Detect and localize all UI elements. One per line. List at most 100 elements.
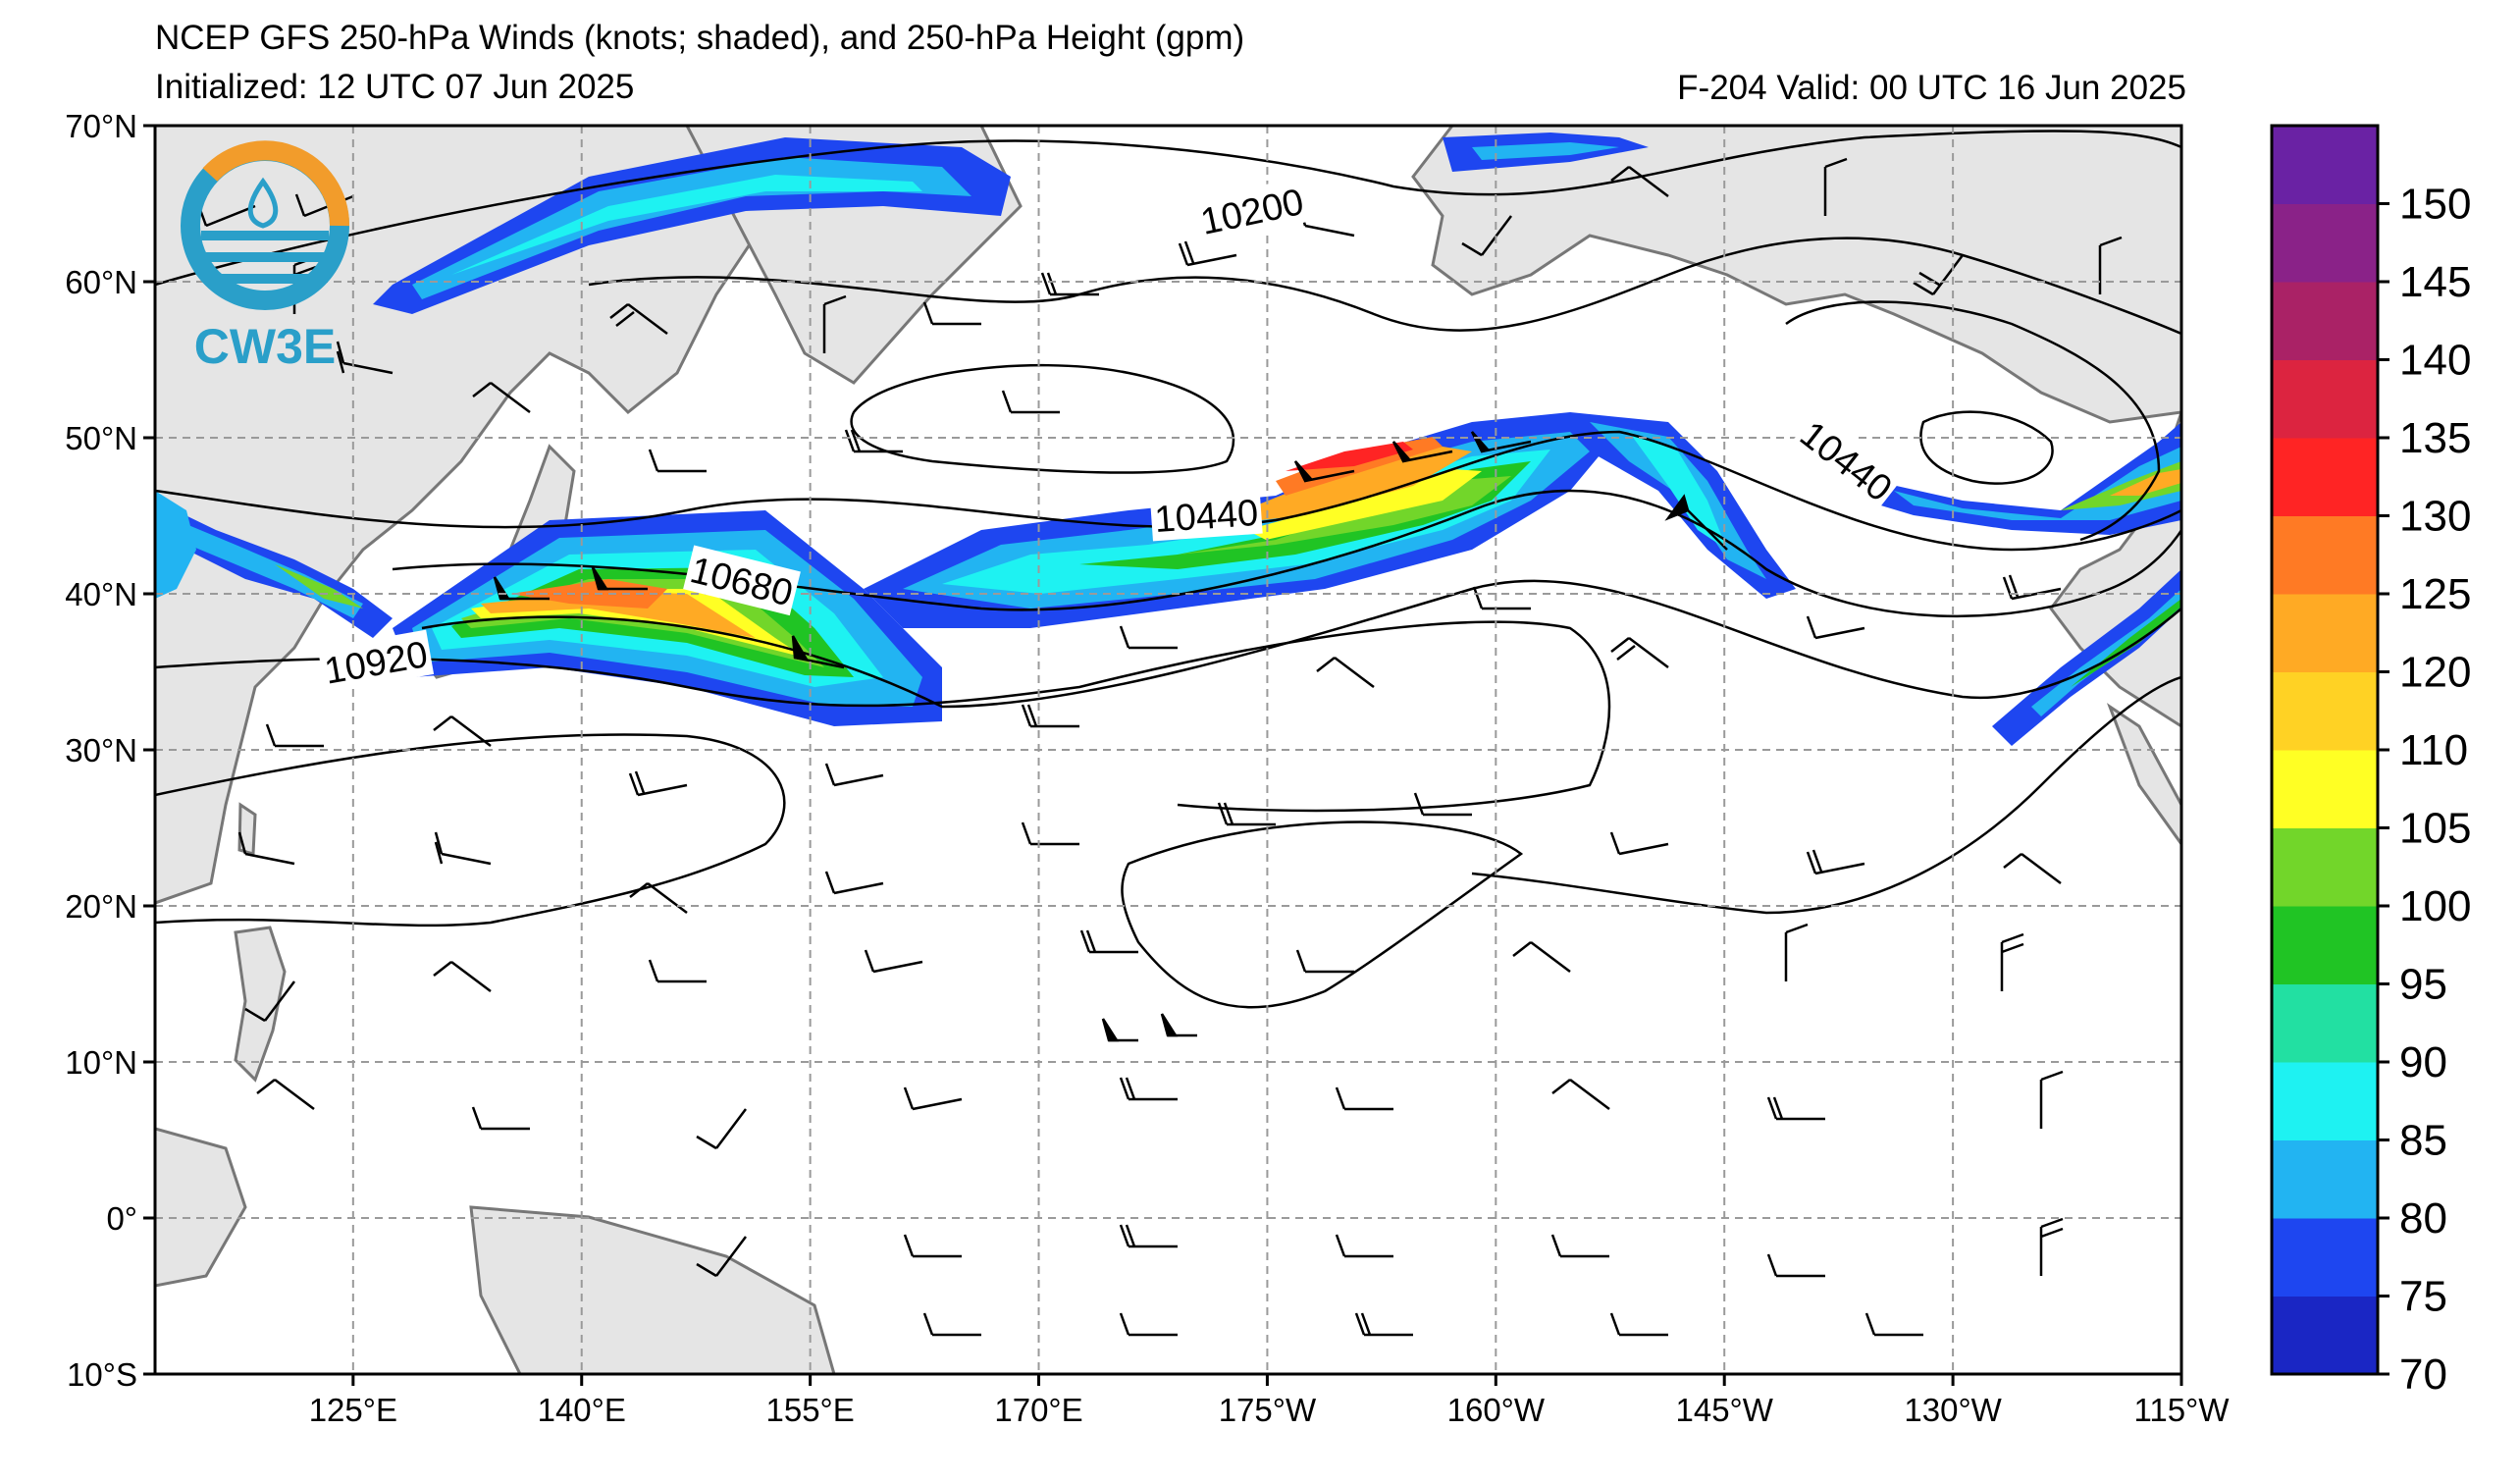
lon-tick-label: 130°W xyxy=(1904,1392,2002,1428)
height-label-bg xyxy=(1193,177,1311,244)
landmass-new-guinea xyxy=(469,1205,836,1374)
height-contour-ring-3 xyxy=(1785,300,2161,542)
lat-tick-label: 0° xyxy=(106,1200,137,1237)
wind-barb xyxy=(1551,1079,1610,1110)
wind-barb xyxy=(824,763,884,787)
colorbar-label: 150 xyxy=(2399,181,2471,229)
lon-tick-label: 155°E xyxy=(765,1392,854,1428)
logo-waves xyxy=(201,231,329,284)
colorbar-label: 90 xyxy=(2399,1038,2447,1086)
wind-barb xyxy=(1806,615,1865,640)
wind-barb xyxy=(1766,1096,1825,1121)
wind-barb xyxy=(1413,792,1472,817)
wind-barb xyxy=(2039,1217,2064,1276)
wind-barb xyxy=(648,449,707,473)
wind-barb xyxy=(1550,1234,1609,1258)
colorbar-label: 110 xyxy=(2399,726,2468,774)
wind-barb xyxy=(1119,1312,1178,1337)
lon-tick-label: 125°E xyxy=(309,1392,397,1428)
wind-barb xyxy=(1079,929,1138,954)
wind-barb xyxy=(922,301,981,326)
colorbar-swatch xyxy=(2272,1062,2378,1140)
wind-barb xyxy=(1178,240,1237,267)
colorbar-label: 125 xyxy=(2399,570,2471,618)
wind-barb xyxy=(244,980,295,1023)
colorbar-swatch xyxy=(2272,438,2378,516)
cw3e-logo: CW3E xyxy=(181,140,350,374)
height-contour-ring-1 xyxy=(850,363,1235,474)
lat-tick-label: 50°N xyxy=(65,420,137,456)
colorbar-swatch xyxy=(2272,1139,2378,1219)
wind-barb xyxy=(1806,849,1865,875)
lon-tick-label: 115°W xyxy=(2134,1392,2231,1428)
colorbar-swatch xyxy=(2272,750,2378,828)
wind-barb xyxy=(1316,657,1375,688)
wind-barb xyxy=(472,382,531,413)
wind-barb xyxy=(2039,1070,2064,1129)
colorbar-label: 70 xyxy=(2399,1351,2447,1399)
lon-tick-label: 160°W xyxy=(1447,1392,1546,1428)
wind-barb xyxy=(609,303,668,335)
lon-tick-label: 175°W xyxy=(1219,1392,1317,1428)
wind-barb xyxy=(844,429,903,453)
colorbar-swatch xyxy=(2272,827,2378,907)
colorbar-swatch xyxy=(2272,594,2378,672)
wind-barb xyxy=(822,294,847,353)
height-label-bg xyxy=(317,629,435,694)
wind-barb xyxy=(265,723,324,748)
colorbar-label: 135 xyxy=(2399,414,2471,462)
height-contour-10800 xyxy=(155,620,1611,813)
lon-tick-label: 145°W xyxy=(1676,1392,1774,1428)
height-contour-10440 xyxy=(155,430,2181,552)
drop-icon xyxy=(247,177,279,229)
valid-time: F-204 Valid: 00 UTC 16 Jun 2025 xyxy=(1677,69,2186,107)
wind-barb xyxy=(864,949,923,974)
wind-barb-pennant xyxy=(1391,441,1453,463)
wind-barb-pennant xyxy=(1160,1013,1197,1037)
wind-barb xyxy=(903,1086,963,1111)
colorbar-label: 80 xyxy=(2399,1194,2447,1243)
height-contour-10920-sub xyxy=(1471,675,2181,915)
land-layer xyxy=(155,126,2181,1374)
wind-barb xyxy=(1472,586,1531,610)
colorbar-label: 130 xyxy=(2399,493,2471,541)
colorbar-swatch xyxy=(2272,126,2378,204)
wind-barb xyxy=(696,1236,747,1278)
wind-barb xyxy=(2000,932,2024,991)
height-label: 10440 xyxy=(1149,488,1263,542)
wind-barb xyxy=(1021,704,1079,728)
wind-barb xyxy=(1864,1312,1923,1337)
wind-barb xyxy=(2098,236,2123,294)
colorbar-swatch xyxy=(2272,1218,2378,1297)
wind-barb xyxy=(1610,166,1669,197)
lat-tick-label: 60°N xyxy=(65,264,137,300)
wind-barb-pennant xyxy=(1293,460,1355,483)
wind-barb xyxy=(1119,1077,1178,1101)
landmass-baja xyxy=(2106,703,2181,847)
logo-ring-orange xyxy=(202,140,350,227)
lat-tick-label: 20°N xyxy=(65,888,137,925)
height-label-bg xyxy=(683,545,801,616)
wind-barb xyxy=(1609,1312,1668,1337)
colorbar-label: 105 xyxy=(2399,805,2471,853)
wind-barb-pennant xyxy=(1101,1018,1138,1042)
lat-tick-label: 30°N xyxy=(65,732,137,768)
wind-barb xyxy=(1295,949,1354,974)
map-title: NCEP GFS 250-hPa Winds (knots; shaded), … xyxy=(155,19,1245,57)
wind-barb xyxy=(1610,637,1669,668)
colorbar-swatch xyxy=(2272,906,2378,984)
wind-barb xyxy=(336,341,394,375)
height-contour-10680 xyxy=(421,579,2181,709)
wind-barb xyxy=(903,1234,962,1258)
wind-barb xyxy=(922,1312,981,1337)
wind-barb xyxy=(696,1108,747,1150)
colorbar-label: 85 xyxy=(2399,1117,2447,1165)
logo-text: CW3E xyxy=(194,319,336,374)
colorbar-label: 140 xyxy=(2399,337,2471,385)
colorbar: 70 75 80 85 90 95 100 105 110 120 125 130 135 140 145 1… xyxy=(2270,124,2471,1399)
lat-tick-label: 70°N xyxy=(65,108,137,144)
wind-barb xyxy=(2003,853,2062,884)
colorbar-label: 100 xyxy=(2399,882,2471,930)
jet-northeast-pacific xyxy=(1864,422,2181,746)
